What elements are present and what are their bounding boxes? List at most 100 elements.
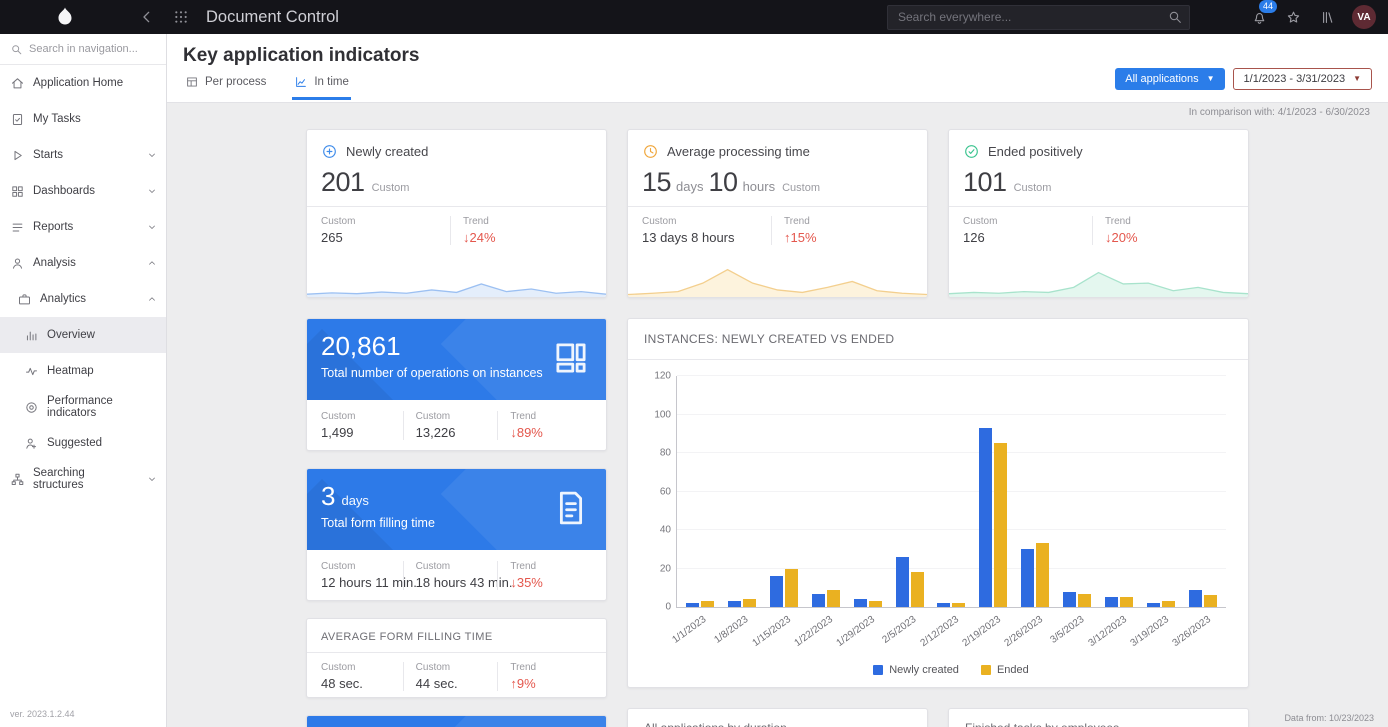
apps-grid-button[interactable] bbox=[164, 0, 198, 34]
reports-icon bbox=[12, 223, 23, 231]
stat-custom: Custom 13 days 8 hours bbox=[642, 216, 771, 245]
bar-newly-created bbox=[979, 427, 993, 607]
sidebar-item-searching-structures[interactable]: Searching structures bbox=[0, 461, 166, 497]
sidebar-item-dashboards[interactable]: Dashboards bbox=[0, 173, 166, 209]
global-search-input[interactable] bbox=[887, 4, 1190, 30]
logo-icon bbox=[58, 7, 72, 25]
bar-group bbox=[805, 376, 847, 607]
highlight-value: 20,861 bbox=[321, 331, 592, 362]
gridline bbox=[677, 452, 1226, 454]
tab-per-process[interactable]: Per process bbox=[183, 70, 268, 100]
performance-icon bbox=[26, 401, 37, 413]
page-header: Key application indicators Per process In… bbox=[167, 34, 1388, 103]
sidebar-item-label: Overview bbox=[47, 329, 95, 341]
check-circle-icon bbox=[965, 145, 978, 158]
bar-newly-created bbox=[769, 576, 783, 607]
legend-item-newly-created[interactable]: Newly created bbox=[873, 664, 959, 676]
sidebar-item-reports[interactable]: Reports bbox=[0, 209, 166, 245]
kpi-value-unit: days bbox=[676, 179, 704, 194]
bar-newly-created bbox=[937, 603, 951, 607]
stat-trend: Trend ↓89% bbox=[497, 410, 592, 440]
sidebar-item-suggested[interactable]: Suggested bbox=[0, 425, 166, 461]
kpi-card-stats: Custom 13 days 8 hours Trend ↑15% bbox=[642, 216, 913, 245]
search-icon bbox=[12, 44, 22, 54]
top-bar: Document Control 44 VA bbox=[0, 0, 1388, 34]
sidebar-item-overview[interactable]: Overview bbox=[0, 317, 166, 353]
stat-label: Custom bbox=[321, 410, 356, 422]
analytics-icon bbox=[19, 293, 30, 304]
sidebar-search-input[interactable] bbox=[29, 43, 156, 55]
kpi-value-number: 10 bbox=[708, 167, 739, 197]
lower-row: 20,861 Total number of operations on inst… bbox=[306, 318, 1249, 727]
kpi-card-header: Ended positively bbox=[963, 143, 1234, 160]
starts-icon bbox=[14, 150, 22, 160]
heatmap-icon bbox=[26, 367, 37, 375]
sidebar-item-analysis[interactable]: Analysis bbox=[0, 245, 166, 281]
kpi-card-header: Newly created bbox=[321, 143, 592, 160]
y-axis-label: 80 bbox=[659, 447, 671, 459]
knowledge-base-button[interactable] bbox=[1312, 0, 1342, 34]
x-axis-label-cell: 1/22/2023 bbox=[792, 608, 846, 658]
chevron-down-icon: ▼ bbox=[1206, 74, 1215, 83]
dashboards-icon bbox=[12, 185, 23, 197]
highlight-card-stats: Custom 1,499 Custom 13,226 Trend ↓89% bbox=[307, 400, 606, 450]
stat-custom: Custom 1,499 bbox=[321, 411, 403, 440]
legend-item-ended[interactable]: Ended bbox=[980, 664, 1029, 676]
bar-ended bbox=[1036, 543, 1050, 607]
back-button[interactable] bbox=[130, 0, 164, 34]
avatar[interactable]: VA bbox=[1352, 5, 1376, 29]
x-axis-labels: 1/1/2023 1/8/2023 1/15/2023 1/22/2023 1/29/2… bbox=[671, 608, 1226, 658]
sidebar-item-label: Analytics bbox=[40, 293, 87, 305]
bar-ended bbox=[910, 572, 924, 607]
sidebar-item-label: Heatmap bbox=[47, 365, 94, 377]
bar-newly-created bbox=[1021, 549, 1035, 607]
chart-body: 0 20 40 60 80 100 120 1/1/2023 1/8/2023 1/15/202… bbox=[628, 360, 1248, 687]
bar-group bbox=[847, 376, 889, 607]
sidebar-item-starts[interactable]: Starts bbox=[0, 137, 166, 173]
divider bbox=[949, 206, 1248, 207]
structures-icon bbox=[11, 473, 24, 485]
sidebar-item-application-home[interactable]: Application Home bbox=[0, 65, 166, 101]
x-axis-label-cell: 3/26/2023 bbox=[1170, 608, 1224, 658]
stat-label: Custom bbox=[415, 560, 451, 572]
gridline bbox=[677, 413, 1226, 415]
bar-newly-created bbox=[1147, 603, 1161, 607]
divider bbox=[628, 206, 927, 207]
app-logo[interactable] bbox=[0, 5, 130, 29]
stat-trend: Trend ↑15% bbox=[771, 216, 913, 245]
sidebar-item-performance-indicators[interactable]: Performance indicators bbox=[0, 389, 166, 425]
kpi-value-suffix: Custom bbox=[1013, 182, 1052, 194]
bar-ended bbox=[784, 568, 798, 607]
avg-form-filling-stats: Custom 48 sec. Custom 44 sec. Trend ↑9% bbox=[321, 662, 592, 691]
y-axis-label: 0 bbox=[665, 601, 671, 613]
stat-custom: Custom 48 sec. bbox=[321, 662, 403, 691]
sidebar-item-my-tasks[interactable]: My Tasks bbox=[0, 101, 166, 137]
kpi-value-number: 101 bbox=[963, 167, 1007, 197]
bar-newly-created bbox=[1063, 591, 1077, 607]
sidebar-item-label: Analysis bbox=[33, 257, 76, 269]
tab-label: In time bbox=[314, 76, 349, 88]
gridline bbox=[677, 490, 1226, 492]
kpi-card-value: 201 Custom bbox=[321, 167, 592, 198]
bar-groups bbox=[677, 376, 1226, 607]
applications-filter-dropdown[interactable]: All applications ▼ bbox=[1115, 68, 1225, 90]
sparkline bbox=[628, 250, 927, 297]
stat-label: Custom bbox=[321, 662, 356, 673]
notifications-button[interactable]: 44 bbox=[1244, 0, 1277, 34]
bar-newly-created bbox=[811, 593, 825, 607]
chevron-down-icon bbox=[149, 153, 155, 157]
chevron-up-icon bbox=[149, 261, 155, 265]
kpi-value-suffix: Custom bbox=[371, 182, 410, 194]
data-from-note: Data from: 10/23/2023 bbox=[1284, 713, 1374, 723]
date-range-dropdown[interactable]: 1/1/2023 - 3/31/2023 ▼ bbox=[1232, 68, 1372, 90]
card-title: All applications by duration bbox=[644, 721, 787, 727]
bar-ended bbox=[742, 599, 756, 607]
sidebar-item-heatmap[interactable]: Heatmap bbox=[0, 353, 166, 389]
chevron-down-icon bbox=[149, 189, 155, 193]
tab-in-time[interactable]: In time bbox=[292, 70, 351, 100]
sidebar-item-analytics[interactable]: Analytics bbox=[0, 281, 166, 317]
x-axis-label-cell: 3/5/2023 bbox=[1049, 608, 1098, 658]
bar-group bbox=[1182, 376, 1224, 607]
favorites-button[interactable] bbox=[1278, 0, 1308, 34]
stat-label: Custom bbox=[415, 662, 451, 673]
